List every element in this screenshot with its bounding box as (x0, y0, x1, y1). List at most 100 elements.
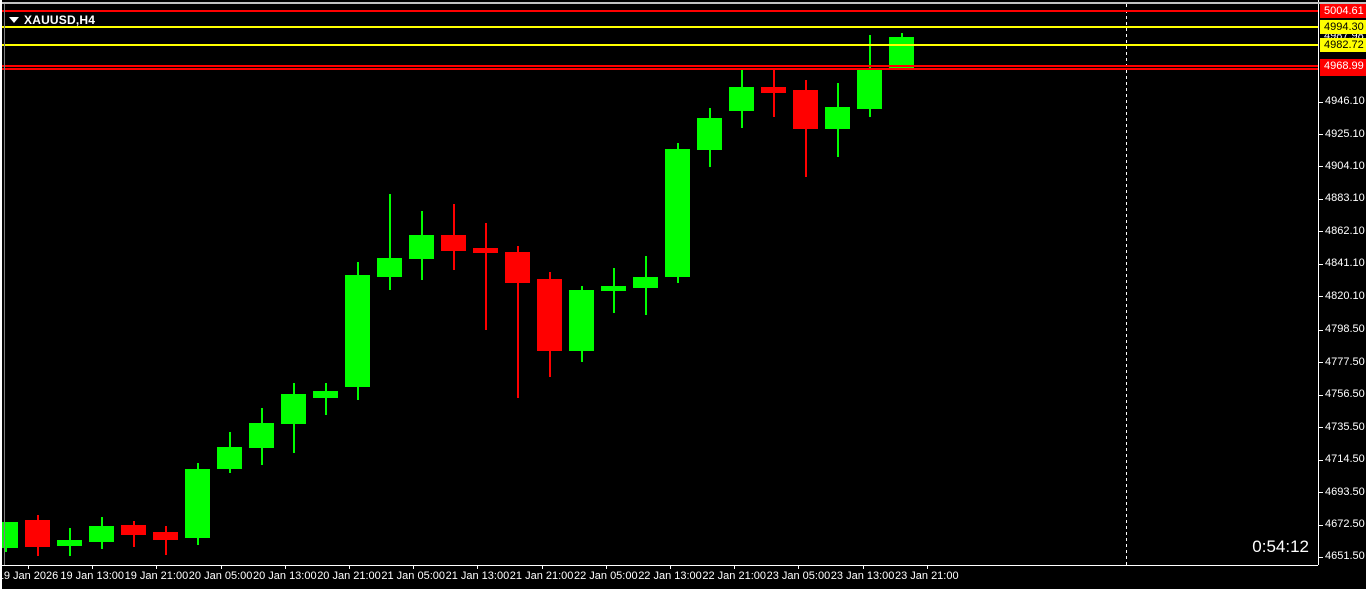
time-tick (541, 566, 543, 569)
candle-bearish (153, 531, 178, 540)
candle-bullish (377, 258, 402, 277)
horizontal-line-object[interactable] (0, 68, 1318, 70)
price-tick (1319, 362, 1323, 364)
candle-bearish (505, 252, 530, 283)
price-tick (1319, 556, 1323, 558)
price-grid-label: 4841.10 (1325, 257, 1365, 270)
symbol-timeframe-label: XAUUSD,H4 (24, 13, 96, 27)
candle-wick (388, 193, 391, 290)
time-axis-label: 19 Jan 13:00 (60, 570, 124, 582)
candle-bullish (345, 275, 370, 388)
price-tick (1319, 524, 1323, 526)
candle-bearish (761, 87, 786, 93)
candle-bearish (441, 234, 466, 251)
time-axis-label: 23 Jan 13:00 (830, 570, 895, 582)
price-grid-label: 4756.50 (1325, 388, 1365, 401)
time-tick (477, 566, 479, 569)
time-tick (670, 566, 671, 569)
triangle-down-icon (9, 17, 19, 23)
time-axis-label: 23 Jan 21:00 (894, 570, 959, 582)
price-grid-label: 4693.50 (1325, 485, 1365, 498)
time-axis-line (0, 565, 1318, 566)
time-axis-label: 20 Jan 13:00 (252, 570, 317, 582)
time-axis-label: 21 Jan 13:00 (445, 570, 510, 582)
window-border-top (0, 2, 1366, 4)
price-tick (1319, 427, 1323, 429)
candle-bullish (89, 526, 114, 542)
candle-bearish (793, 90, 818, 130)
candle-wick (324, 383, 327, 415)
time-tick (798, 566, 800, 569)
price-tick (1319, 329, 1323, 331)
price-tick (1319, 198, 1323, 200)
price-tick (1319, 459, 1323, 461)
candle-wick (164, 526, 167, 555)
time-axis-label: 19 Jan 2026 (0, 570, 59, 582)
price-axis[interactable]: 4987.98 4946.10 4925.10 4904.10 4883.10 4862… (1318, 0, 1366, 565)
candle-bullish (217, 447, 242, 469)
price-grid-label: 4820.10 (1325, 289, 1365, 302)
symbol-label-box: XAUUSD,H4 (9, 13, 95, 27)
candle-bullish (601, 285, 626, 291)
time-tick (926, 566, 928, 569)
horizontal-line-object[interactable] (0, 10, 1318, 12)
candle-bullish (57, 539, 82, 546)
price-tick (1319, 101, 1323, 103)
time-axis[interactable]: 19 Jan 2026 19 Jan 13:00 19 Jan 21:00 20 Ja… (0, 565, 1366, 589)
candle-bearish (537, 279, 562, 351)
candle-bullish (857, 70, 882, 110)
time-tick (605, 566, 607, 569)
price-grid-label: 4735.50 (1325, 420, 1365, 433)
candle-bearish (121, 524, 146, 535)
line-price-flag: 5004.61 (1320, 4, 1366, 18)
horizontal-line-object[interactable] (0, 26, 1318, 28)
time-tick (92, 566, 94, 569)
time-axis-label: 20 Jan 05:00 (188, 570, 253, 582)
period-separator-dashed-line (1126, 4, 1127, 565)
price-grid-label: 4925.10 (1325, 127, 1365, 140)
time-axis-label: 22 Jan 05:00 (573, 570, 638, 582)
line-price-flag: 4968.99 (1320, 59, 1366, 74)
line-price-flag: 4982.72 (1320, 37, 1366, 52)
candle-bullish (889, 36, 914, 70)
candle-bullish (0, 522, 18, 548)
price-grid-label: 4883.10 (1325, 192, 1365, 205)
time-axis-label: 22 Jan 13:00 (638, 570, 702, 582)
candle-bullish (409, 234, 434, 259)
price-grid-label: 4651.50 (1325, 550, 1365, 563)
time-axis-label: 20 Jan 21:00 (317, 570, 381, 582)
time-tick (413, 566, 415, 569)
candle-bullish (825, 107, 850, 130)
price-tick (1319, 263, 1323, 265)
price-grid-label: 4798.50 (1325, 323, 1365, 336)
price-tick (1319, 231, 1323, 233)
horizontal-line-object[interactable] (0, 43, 1318, 46)
chart-plot[interactable] (0, 0, 1318, 565)
candle-bullish (633, 277, 658, 288)
price-tick (1319, 492, 1323, 493)
time-axis-label: 21 Jan 21:00 (509, 570, 574, 582)
price-tick (1319, 166, 1323, 168)
candle-bullish (249, 422, 274, 448)
price-grid-label: 4862.10 (1325, 224, 1365, 237)
candle-bullish (697, 118, 722, 150)
time-axis-label: 21 Jan 05:00 (381, 570, 445, 582)
price-tick (1319, 296, 1323, 298)
candle-wick (484, 223, 487, 330)
candle-bullish (569, 290, 594, 352)
horizontal-line-object[interactable] (0, 65, 1318, 68)
time-tick (862, 566, 864, 569)
time-tick (284, 566, 286, 569)
line-price-flag: 4994.30 (1320, 20, 1366, 34)
time-axis-label: 22 Jan 21:00 (702, 570, 766, 582)
price-tick (1319, 134, 1323, 135)
price-grid-label: 4946.10 (1325, 95, 1365, 107)
time-tick (734, 566, 736, 569)
time-tick (220, 566, 222, 569)
candle-bullish (313, 390, 338, 398)
price-tick (1319, 394, 1323, 396)
time-axis-label: 19 Jan 21:00 (124, 570, 189, 582)
candle-bullish (729, 87, 754, 112)
time-tick (156, 566, 158, 569)
